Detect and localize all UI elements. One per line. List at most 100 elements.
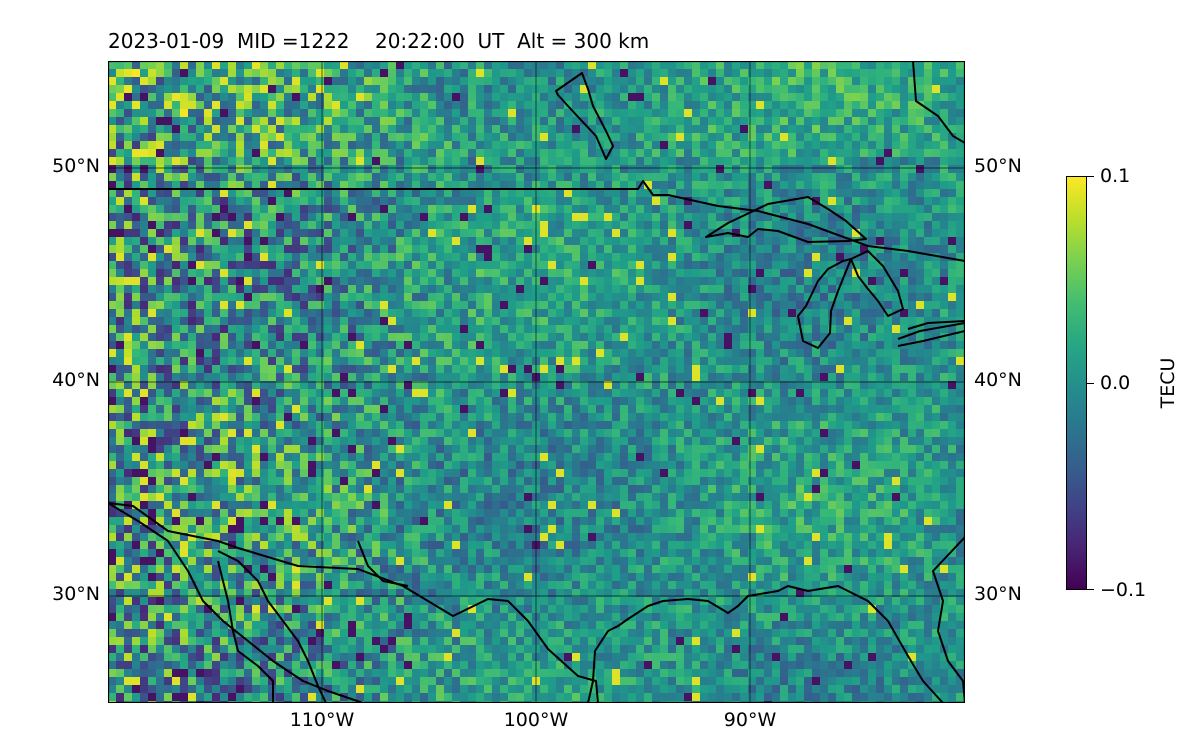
- tec-cell: [356, 61, 364, 69]
- tec-cell: [692, 365, 700, 373]
- tec-cell: [132, 285, 140, 293]
- tec-cell: [708, 405, 716, 413]
- tec-cell: [836, 277, 844, 285]
- tec-cell: [444, 205, 452, 213]
- tec-cell: [620, 245, 628, 253]
- tec-cell: [460, 221, 468, 229]
- tec-cell: [236, 405, 244, 413]
- tec-cell: [492, 309, 500, 317]
- tec-cell: [692, 229, 700, 237]
- tec-cell: [148, 405, 156, 413]
- tec-cell: [124, 261, 132, 269]
- tec-cell: [124, 69, 132, 77]
- tec-cell: [540, 421, 548, 429]
- tec-cell: [300, 253, 308, 261]
- tec-cell: [708, 133, 716, 141]
- tec-cell: [204, 173, 212, 181]
- tec-cell: [116, 357, 124, 365]
- tec-cell: [164, 149, 172, 157]
- tec-cell: [116, 261, 124, 269]
- tec-cell: [276, 213, 284, 221]
- tec-cell: [404, 269, 412, 277]
- tec-cell: [884, 357, 892, 365]
- tec-cell: [804, 69, 812, 77]
- tec-cell: [508, 413, 516, 421]
- tec-cell: [356, 357, 364, 365]
- tec-cell: [804, 309, 812, 317]
- tec-cell: [196, 253, 204, 261]
- tec-cell: [812, 189, 820, 197]
- tec-cell: [556, 157, 564, 165]
- tec-cell: [604, 101, 612, 109]
- tec-cell: [108, 389, 116, 397]
- tec-cell: [676, 197, 684, 205]
- tec-cell: [604, 413, 612, 421]
- tec-cell: [540, 109, 548, 117]
- tec-cell: [268, 333, 276, 341]
- tec-cell: [428, 197, 436, 205]
- tec-cell: [868, 85, 876, 93]
- tec-cell: [156, 149, 164, 157]
- tec-cell: [908, 213, 916, 221]
- tec-cell: [804, 261, 812, 269]
- tec-cell: [796, 341, 804, 349]
- tec-cell: [164, 77, 172, 85]
- tec-cell: [948, 133, 956, 141]
- tec-cell: [548, 293, 556, 301]
- tec-cell: [220, 325, 228, 333]
- tec-cell: [372, 141, 380, 149]
- tec-cell: [268, 85, 276, 93]
- tec-cell: [508, 77, 516, 85]
- tec-cell: [268, 397, 276, 405]
- tec-cell: [108, 85, 116, 93]
- tec-cell: [676, 301, 684, 309]
- tec-cell: [348, 101, 356, 109]
- tec-cell: [692, 413, 700, 421]
- tec-cell: [308, 205, 316, 213]
- tec-cell: [860, 69, 868, 77]
- tec-cell: [260, 381, 268, 389]
- tec-cell: [300, 181, 308, 189]
- tec-cell: [164, 341, 172, 349]
- tec-cell: [156, 429, 164, 437]
- tec-cell: [932, 141, 940, 149]
- tec-cell: [748, 93, 756, 101]
- tec-cell: [868, 365, 876, 373]
- tec-cell: [516, 341, 524, 349]
- tec-cell: [860, 269, 868, 277]
- tec-cell: [588, 165, 596, 173]
- tec-cell: [676, 189, 684, 197]
- tec-cell: [420, 285, 428, 293]
- tec-cell: [884, 293, 892, 301]
- tec-cell: [388, 69, 396, 77]
- tec-cell: [684, 133, 692, 141]
- tec-cell: [756, 325, 764, 333]
- tec-cell: [308, 117, 316, 125]
- tec-cell: [916, 133, 924, 141]
- tec-cell: [364, 413, 372, 421]
- tec-cell: [580, 205, 588, 213]
- tec-cell: [860, 205, 868, 213]
- tec-cell: [740, 277, 748, 285]
- tec-cell: [484, 413, 492, 421]
- tec-cell: [300, 165, 308, 173]
- tec-cell: [900, 165, 908, 173]
- tec-cell: [548, 285, 556, 293]
- tec-cell: [196, 293, 204, 301]
- tec-cell: [908, 109, 916, 117]
- tec-cell: [852, 149, 860, 157]
- tec-cell: [516, 373, 524, 381]
- tec-cell: [396, 293, 404, 301]
- tec-cell: [348, 269, 356, 277]
- tec-cell: [676, 61, 684, 69]
- tec-cell: [828, 357, 836, 365]
- tec-cell: [652, 365, 660, 373]
- tec-cell: [148, 429, 156, 437]
- tec-cell: [884, 421, 892, 429]
- tec-cell: [260, 389, 268, 397]
- tec-cell: [260, 133, 268, 141]
- tec-cell: [564, 245, 572, 253]
- tec-cell: [340, 285, 348, 293]
- tec-cell: [268, 197, 276, 205]
- tec-cell: [700, 85, 708, 93]
